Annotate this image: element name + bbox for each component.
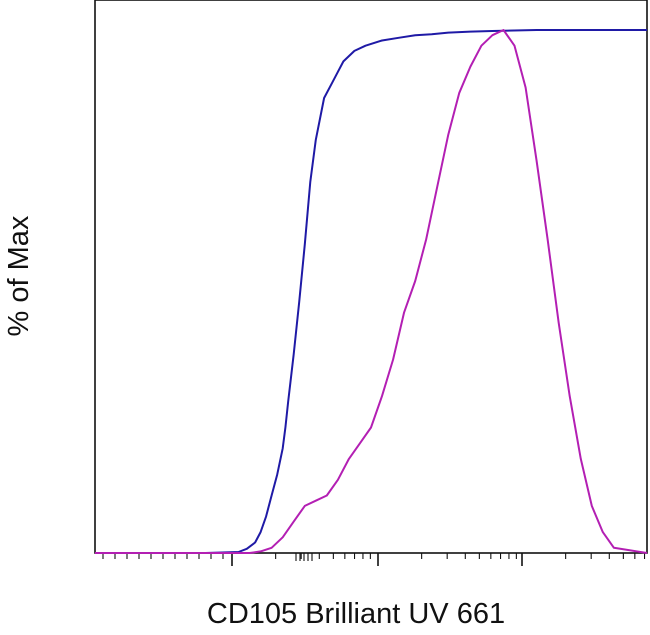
histogram-curves [95,29,648,554]
x-axis-title: CD105 Brilliant UV 661 [207,598,505,630]
y-axis-title: % of Max [3,215,35,336]
plot-frame [94,0,648,554]
series-2-line [95,29,648,554]
series-1-line [95,29,647,554]
x-axis-ticks [102,553,646,566]
